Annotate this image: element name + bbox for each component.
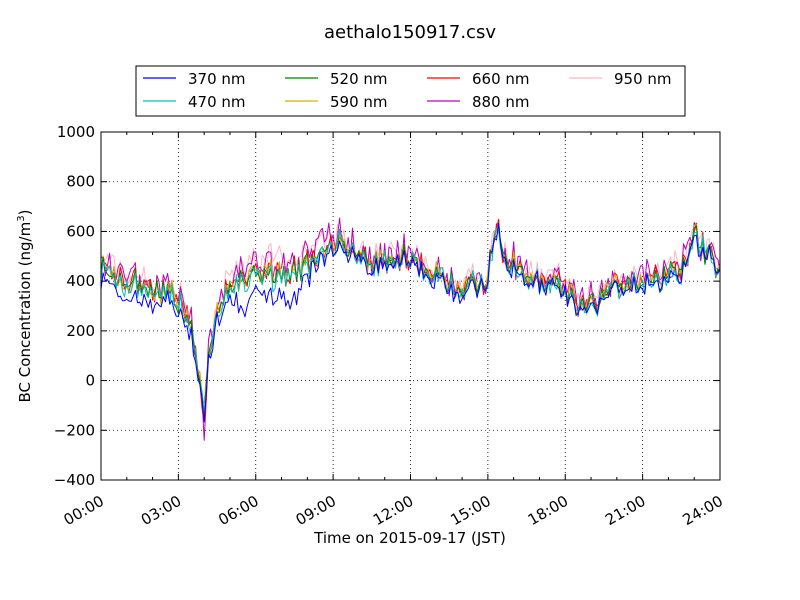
legend-label: 520 nm — [330, 70, 388, 88]
legend-frame — [135, 65, 686, 117]
y-tick-label: −400 — [54, 471, 95, 489]
legend-label: 880 nm — [472, 93, 530, 111]
legend-label: 950 nm — [614, 70, 672, 88]
legend-entries: 370 nm 470 nm 520 nm 590 nm 660 nm 880 nm 950 … — [143, 70, 672, 111]
series-lines — [100, 217, 721, 441]
legend: 370 nm 470 nm 520 nm 590 nm 660 nm 880 nm 950 … — [135, 65, 686, 117]
legend-entry: 950 nm — [569, 70, 672, 88]
y-axis-label: BC Concentration (ng/m3) — [16, 210, 34, 403]
y-tick-label: 600 — [66, 222, 95, 240]
y-axis-label-main: BC Concentration (ng/m — [16, 222, 34, 403]
x-axis-label: Time on 2015-09-17 (JST) — [313, 529, 506, 547]
legend-entry: 370 nm — [143, 70, 246, 88]
y-axis-label-tail: ) — [16, 210, 34, 216]
legend-entry: 520 nm — [285, 70, 388, 88]
axis-ticks — [100, 131, 721, 481]
y-axis-label-superscript: 3 — [16, 215, 27, 221]
legend-entry: 660 nm — [427, 70, 530, 88]
y-tick-label: 1000 — [57, 123, 95, 141]
legend-label: 370 nm — [188, 70, 246, 88]
y-tick-labels: −400 −200 0 200 400 600 800 1000 — [54, 123, 95, 489]
legend-entry: 880 nm — [427, 93, 530, 111]
y-tick-label: 800 — [66, 173, 95, 191]
legend-label: 660 nm — [472, 70, 530, 88]
y-tick-label: 400 — [66, 272, 95, 290]
legend-label: 590 nm — [330, 93, 388, 111]
legend-entry: 470 nm — [143, 93, 246, 111]
y-tick-label: −200 — [54, 421, 95, 439]
plot-area — [100, 131, 721, 481]
legend-entry: 590 nm — [285, 93, 388, 111]
y-tick-label: 0 — [85, 372, 95, 390]
legend-label: 470 nm — [188, 93, 246, 111]
y-tick-label: 200 — [66, 322, 95, 340]
series-line — [100, 222, 721, 423]
chart-title: aethalo150917.csv — [324, 22, 496, 43]
